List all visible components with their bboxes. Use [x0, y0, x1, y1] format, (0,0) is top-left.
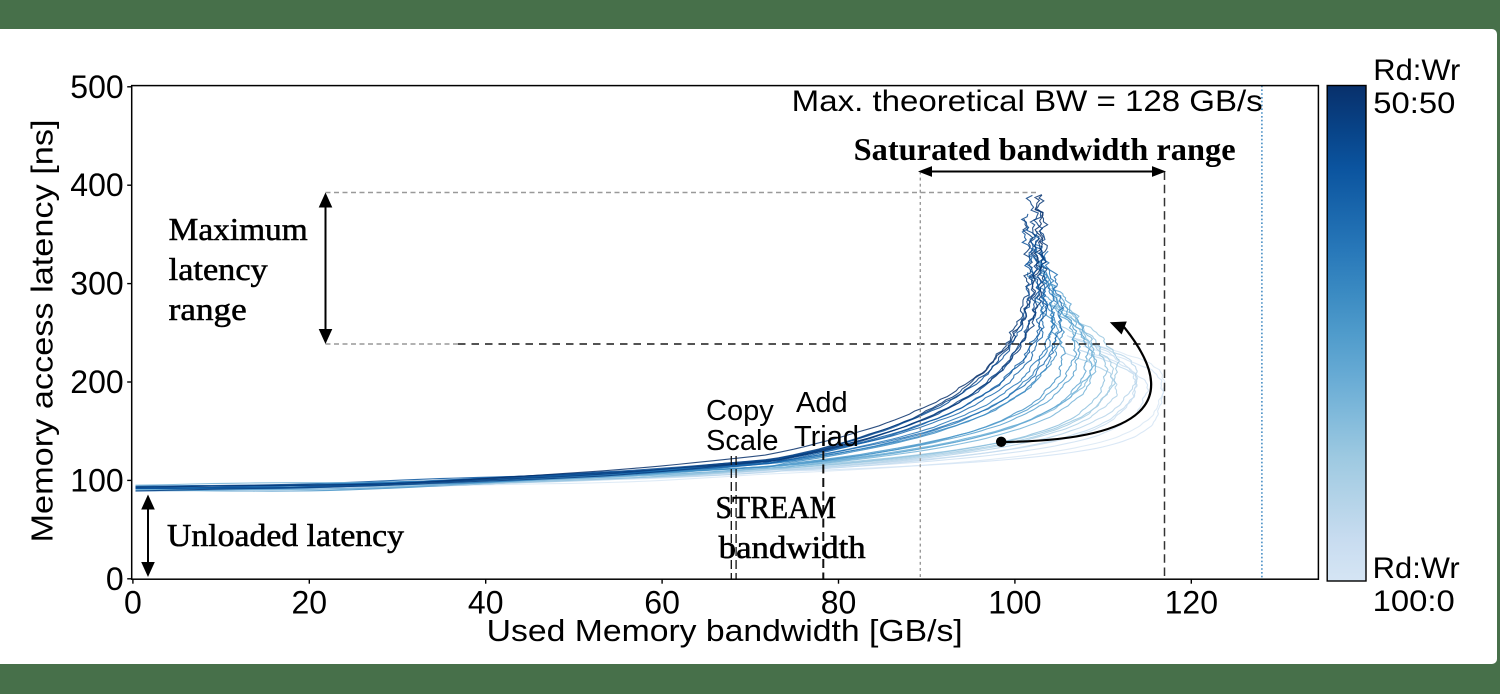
svg-text:500: 500 [70, 69, 123, 105]
svg-text:120: 120 [1165, 585, 1218, 621]
svg-text:50:50: 50:50 [1373, 87, 1455, 120]
svg-text:80: 80 [821, 585, 857, 621]
svg-text:Saturated bandwidth range: Saturated bandwidth range [854, 131, 1236, 167]
svg-text:200: 200 [70, 364, 123, 400]
svg-text:Rd:Wr: Rd:Wr [1373, 54, 1460, 87]
svg-text:60: 60 [644, 585, 680, 621]
svg-text:Add: Add [796, 387, 848, 419]
svg-text:Memory access latency [ns]: Memory access latency [ns] [25, 119, 60, 542]
svg-text:Maximum: Maximum [169, 211, 308, 247]
svg-text:0: 0 [124, 585, 142, 621]
svg-text:Triad: Triad [794, 421, 859, 453]
svg-text:STREAM: STREAM [716, 489, 837, 525]
svg-text:400: 400 [70, 167, 123, 203]
svg-text:0: 0 [106, 561, 124, 597]
svg-text:latency: latency [169, 251, 268, 287]
svg-text:300: 300 [70, 266, 123, 302]
svg-text:Rd:Wr: Rd:Wr [1373, 552, 1460, 585]
svg-text:100:0: 100:0 [1373, 585, 1455, 618]
svg-text:Unloaded latency: Unloaded latency [167, 517, 404, 553]
svg-text:Used Memory bandwidth [GB/s]: Used Memory bandwidth [GB/s] [487, 613, 963, 648]
svg-text:40: 40 [468, 585, 504, 621]
svg-text:100: 100 [988, 585, 1041, 621]
svg-text:range: range [169, 291, 247, 327]
svg-text:100: 100 [70, 462, 123, 498]
svg-text:bandwidth: bandwidth [719, 529, 866, 565]
svg-text:Copy: Copy [706, 395, 774, 427]
svg-text:20: 20 [292, 585, 328, 621]
svg-text:Max. theoretical BW = 128 GB/s: Max. theoretical BW = 128 GB/s [792, 85, 1263, 118]
svg-text:Scale: Scale [706, 425, 779, 457]
